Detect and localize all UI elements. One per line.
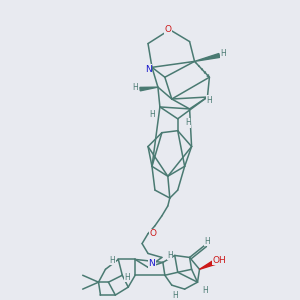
Text: H: H xyxy=(149,110,155,119)
Text: OH: OH xyxy=(212,256,226,265)
Text: O: O xyxy=(164,25,171,34)
Text: O: O xyxy=(149,229,157,238)
Text: H: H xyxy=(110,256,115,265)
Polygon shape xyxy=(200,260,215,269)
Text: H: H xyxy=(132,82,138,91)
Text: H: H xyxy=(220,49,226,58)
Text: H: H xyxy=(185,118,191,127)
Text: H: H xyxy=(205,237,210,246)
Text: H: H xyxy=(167,251,173,260)
Text: N: N xyxy=(145,65,152,74)
Text: N: N xyxy=(148,259,155,268)
Polygon shape xyxy=(195,53,220,62)
Text: H: H xyxy=(202,286,208,295)
Polygon shape xyxy=(140,87,158,91)
Text: H: H xyxy=(172,291,178,300)
Text: H: H xyxy=(206,95,212,104)
Text: H: H xyxy=(124,273,130,282)
